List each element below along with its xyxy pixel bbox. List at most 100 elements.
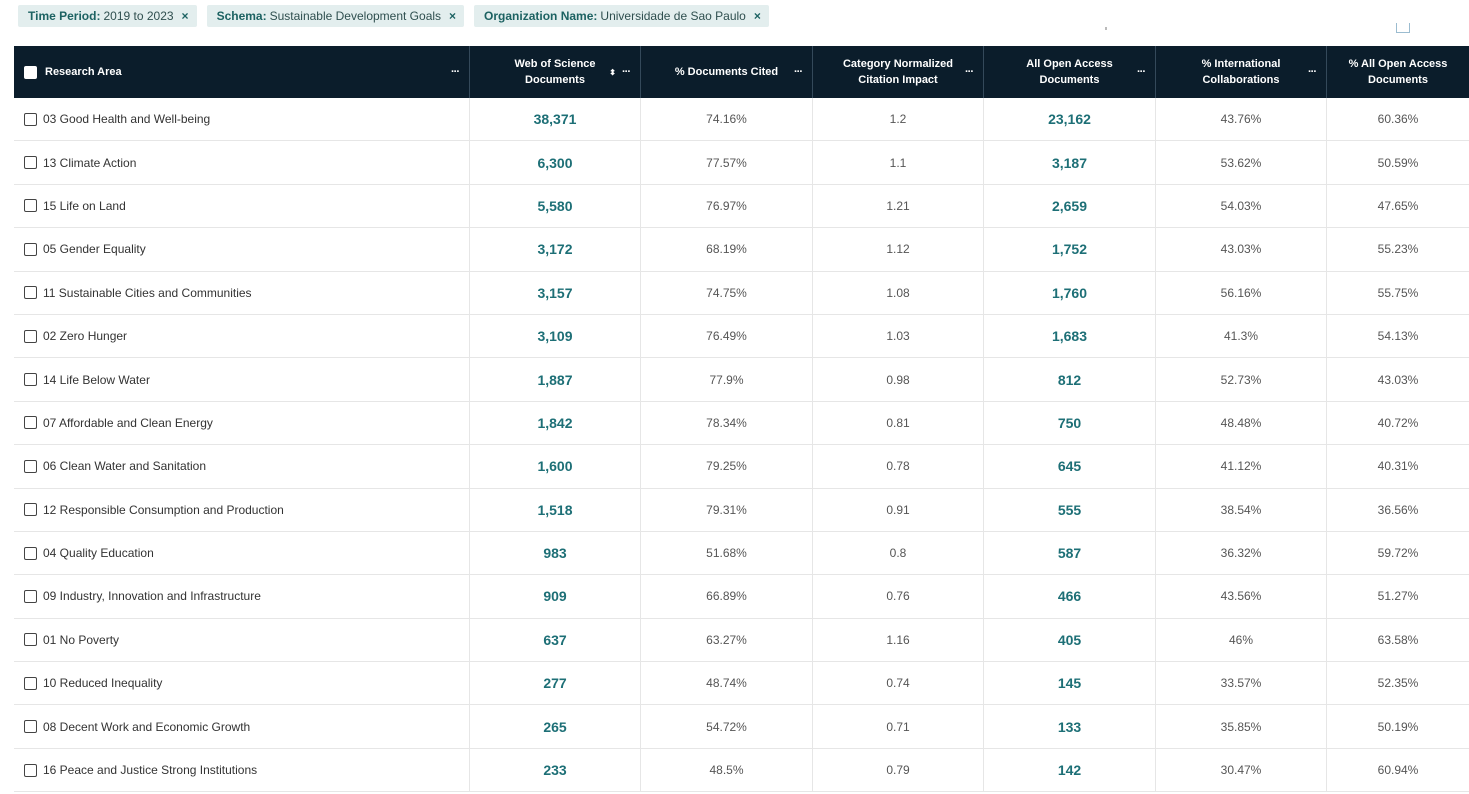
research-area-cell: 02 Zero Hunger: [14, 314, 470, 358]
row-checkbox[interactable]: [24, 720, 37, 734]
document-count-link[interactable]: 3,187: [984, 141, 1156, 184]
research-area-cell: 01 No Poverty: [14, 618, 470, 662]
document-count-link[interactable]: 1,518: [470, 488, 641, 531]
column-menu-icon[interactable]: ···: [1137, 66, 1146, 78]
metric-cell: 60.94%: [1377, 763, 1419, 778]
remove-filter-icon[interactable]: ×: [181, 8, 189, 23]
column-header-label: Web of Science Documents: [514, 58, 596, 86]
toolbar-icon[interactable]: [1396, 23, 1410, 33]
remove-filter-icon[interactable]: ×: [753, 8, 761, 23]
metric-cell: 1.1: [813, 141, 984, 184]
row-checkbox[interactable]: [24, 676, 37, 690]
column-menu-icon[interactable]: ···: [451, 66, 460, 78]
metric-cell: 48.74%: [641, 662, 813, 705]
column-header-label: Research Area: [45, 66, 122, 78]
row-checkbox[interactable]: [24, 763, 37, 777]
document-count-link[interactable]: 1,842: [470, 401, 641, 445]
filter-chip[interactable]: Schema: Sustainable Development Goals ×: [206, 4, 465, 27]
document-count-link[interactable]: 145: [984, 662, 1156, 705]
filter-chip[interactable]: Organization Name: Universidade de Sao Pa…: [474, 4, 769, 27]
row-checkbox[interactable]: [24, 329, 37, 343]
document-count-link[interactable]: 1,887: [470, 358, 641, 401]
document-count-link[interactable]: 750: [984, 401, 1156, 445]
divider-mark: [1105, 27, 1107, 30]
research-area-cell: 11 Sustainable Cities and Communities: [14, 271, 470, 314]
document-count-link[interactable]: 5,580: [470, 184, 641, 228]
metric-cell: 68.19%: [641, 228, 813, 271]
document-count-link[interactable]: 1,600: [470, 445, 641, 488]
column-header[interactable]: Web of Science Documents ⬍ ···: [470, 46, 641, 98]
document-count-link[interactable]: 133: [984, 705, 1156, 748]
row-checkbox[interactable]: [24, 286, 37, 300]
row-checkbox[interactable]: [24, 112, 37, 126]
metric-cell: 52.35%: [1377, 676, 1419, 691]
document-count-link[interactable]: 983: [470, 531, 641, 575]
table-row: 04 Quality Education 983 51.68% 0.8 587 36.32…: [14, 531, 1469, 576]
document-count-link[interactable]: 233: [470, 748, 641, 792]
remove-filter-icon[interactable]: ×: [449, 8, 457, 23]
metric-cell: 1.2: [813, 98, 984, 141]
document-count-link[interactable]: 587: [984, 531, 1156, 575]
research-area-label: 09 Industry, Innovation and Infrastructu…: [43, 589, 261, 604]
row-checkbox[interactable]: [24, 546, 37, 560]
document-count-link[interactable]: 555: [984, 488, 1156, 531]
metric-cell: 43.56%: [1156, 575, 1327, 618]
column-menu-icon[interactable]: ···: [1308, 66, 1317, 78]
document-count-link[interactable]: 2,659: [984, 184, 1156, 228]
metric-cell: 43.03%: [1377, 372, 1419, 387]
filter-value: Universidade de Sao Paulo: [600, 8, 746, 23]
document-count-link[interactable]: 3,172: [470, 228, 641, 271]
row-checkbox[interactable]: [24, 242, 37, 256]
table-row: 16 Peace and Justice Strong Institutions…: [14, 748, 1469, 793]
column-header[interactable]: % Documents Cited ···: [641, 46, 813, 98]
row-checkbox[interactable]: [24, 503, 37, 517]
table-row: 02 Zero Hunger 3,109 76.49% 1.03 1,683 41.3% 5…: [14, 314, 1469, 359]
sort-icon[interactable]: ⬍: [609, 68, 616, 77]
document-count-link[interactable]: 277: [470, 662, 641, 705]
document-count-link[interactable]: 3,109: [470, 314, 641, 358]
filter-chip[interactable]: Time Period: 2019 to 2023 ×: [18, 4, 197, 27]
metric-cell: 55.75%: [1377, 285, 1419, 300]
document-count-link[interactable]: 38,371: [470, 98, 641, 141]
column-header[interactable]: % All Open Access Documents: [1327, 46, 1469, 98]
column-menu-icon[interactable]: ···: [965, 66, 974, 78]
metric-cell: 1.03: [813, 314, 984, 358]
document-count-link[interactable]: 645: [984, 445, 1156, 488]
document-count-link[interactable]: 909: [470, 575, 641, 618]
column-menu-icon[interactable]: ···: [622, 66, 631, 78]
column-header[interactable]: Research Area ···: [14, 46, 470, 98]
metric-cell: 76.49%: [641, 314, 813, 358]
column-menu-icon[interactable]: ···: [794, 66, 803, 78]
row-checkbox[interactable]: [24, 156, 37, 170]
row-checkbox[interactable]: [24, 199, 37, 213]
research-area-cell: 15 Life on Land: [14, 184, 470, 228]
document-count-link[interactable]: 466: [984, 575, 1156, 618]
document-count-link[interactable]: 1,752: [984, 228, 1156, 271]
document-count-link[interactable]: 637: [470, 618, 641, 662]
select-all-checkbox[interactable]: [24, 65, 37, 79]
metric-cell: 40.72%: [1377, 415, 1419, 430]
row-checkbox[interactable]: [24, 589, 37, 603]
table-row: 14 Life Below Water 1,887 77.9% 0.98 812 52.7…: [14, 358, 1469, 402]
research-area-label: 15 Life on Land: [43, 198, 126, 213]
row-checkbox[interactable]: [24, 459, 37, 473]
column-header[interactable]: All Open Access Documents ···: [984, 46, 1156, 98]
metric-cell: 55.23%: [1377, 242, 1419, 257]
column-header[interactable]: Category Normalized Citation Impact ···: [813, 46, 984, 98]
document-count-link[interactable]: 6,300: [470, 141, 641, 184]
document-count-link[interactable]: 23,162: [984, 98, 1156, 141]
row-checkbox[interactable]: [24, 633, 37, 647]
metric-cell: 77.9%: [641, 358, 813, 401]
document-count-link[interactable]: 405: [984, 618, 1156, 662]
document-count-link[interactable]: 142: [984, 748, 1156, 792]
document-count-link[interactable]: 265: [470, 705, 641, 748]
row-checkbox[interactable]: [24, 373, 37, 387]
filter-value: Sustainable Development Goals: [269, 8, 442, 23]
column-header[interactable]: % International Collaborations ···: [1156, 46, 1327, 98]
document-count-link[interactable]: 812: [984, 358, 1156, 401]
document-count-link[interactable]: 1,760: [984, 271, 1156, 314]
document-count-link[interactable]: 3,157: [470, 271, 641, 314]
metric-cell: 1.21: [813, 184, 984, 228]
document-count-link[interactable]: 1,683: [984, 314, 1156, 358]
row-checkbox[interactable]: [24, 416, 37, 430]
